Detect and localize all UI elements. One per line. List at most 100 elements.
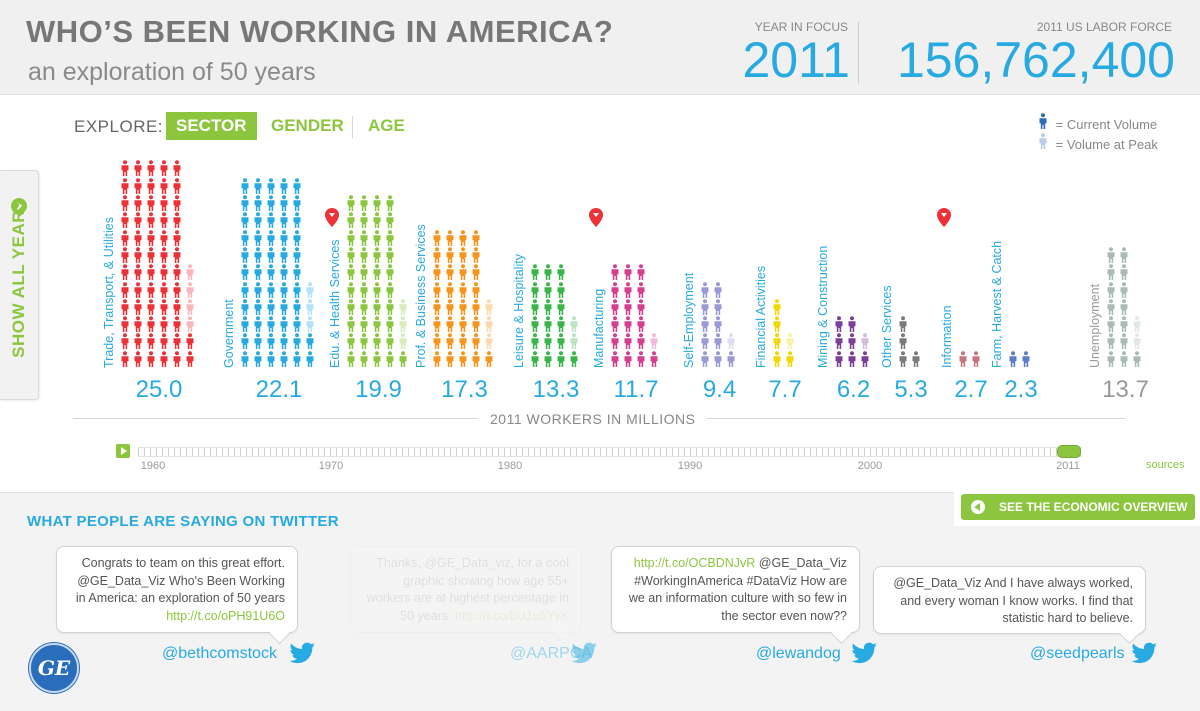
person-icon [279,298,289,315]
person-icon [385,333,395,350]
person-icon [133,281,143,298]
tab-age[interactable]: AGE [368,116,405,135]
tweet-handle[interactable]: @lewandog [756,645,841,662]
person-icon [569,350,579,367]
person-icon [253,247,263,263]
tweet-link[interactable]: http://t.co/oPH91U6O [166,608,285,623]
tab-gender[interactable]: GENDER [271,116,344,135]
person-icon [253,316,263,333]
sources-link[interactable]: sources [1146,459,1185,471]
person-icon [292,298,302,315]
twitter-bird-icon[interactable] [850,642,878,664]
person-icon [484,316,494,333]
person-icon [772,298,782,315]
person-icon [159,316,169,333]
tweet-card: Congrats to team on this great effort. @… [56,546,298,633]
person-icon [543,264,553,281]
person-icon [458,333,468,350]
person-icon [133,298,143,315]
tweet-link[interactable]: http://t.co/OCBDNJvR [633,556,756,570]
person-icon [133,160,143,177]
sector-value: 7.7 [768,376,802,403]
tweet-handle[interactable]: @bethcomstock [162,645,277,662]
person-icon [346,333,356,350]
twitter-bird-icon[interactable] [570,642,598,664]
tweet-handle[interactable]: @AARPCA [510,645,593,662]
person-icon [372,195,382,211]
person-icon [569,316,579,333]
person-icon [346,247,356,263]
twitter-bird-icon[interactable] [288,642,316,664]
person-icon [146,212,156,229]
person-icon [543,298,553,315]
person-icon [385,195,395,211]
person-icon [146,333,156,350]
tweet-card: http://t.co/OCBDNJvR @GE_Data_Viz #Worki… [611,546,860,633]
person-icon [305,281,315,298]
person-icon [159,247,169,263]
person-icon [253,333,263,350]
timeline-play-button[interactable] [116,444,130,458]
tweet-link[interactable]: http://t.co/bU1u5YvK [455,608,569,623]
person-icon [530,350,540,367]
person-icon [172,333,182,350]
person-icon [458,316,468,333]
person-icon [346,298,356,315]
person-icon [279,333,289,350]
sector-label: Trade, Transport, & Utilities [102,217,116,368]
person-icon [279,350,289,367]
peak-marker-icon[interactable] [324,208,340,233]
person-icon [133,333,143,350]
person-icon [253,350,263,367]
person-icon [432,298,442,315]
person-icon [700,350,710,367]
peak-marker-icon[interactable] [936,208,952,233]
twitter-bird-icon[interactable] [1130,642,1158,664]
person-icon [385,316,395,333]
person-icon [292,177,302,194]
person-icon [911,350,921,367]
person-icon [432,333,442,350]
person-icon [172,195,182,211]
person-icon [359,264,369,281]
timeline-handle[interactable] [1057,445,1081,458]
person-icon [860,333,870,350]
timeline-track[interactable] [138,447,1082,457]
person-icon [279,316,289,333]
person-icon [240,212,250,229]
peak-marker-icon[interactable] [588,208,604,233]
tweet-handle[interactable]: @seedpearls [1030,645,1125,662]
ge-logo[interactable]: GE [29,643,79,693]
person-icon [120,212,130,229]
sector-label: Unemployment [1088,283,1102,368]
person-icon [1132,316,1142,333]
tab-sector[interactable]: SECTOR [166,112,257,140]
person-icon [120,316,130,333]
person-icon [372,247,382,263]
person-icon [471,229,481,246]
timeline-year-2000: 2000 [857,460,883,472]
person-icon [636,350,646,367]
person-icon [120,195,130,211]
economic-overview-button[interactable]: SEE THE ECONOMIC OVERVIEW [961,494,1195,520]
person-icon [445,316,455,333]
person-icon [172,229,182,246]
person-icon [445,333,455,350]
person-icon [398,298,408,315]
person-icon [445,298,455,315]
person-icon [240,264,250,281]
sector-value: 13.7 [1102,376,1149,403]
person-icon [530,333,540,350]
person-icon [700,298,710,315]
sector-label: Mining & Construction [816,245,830,368]
person-icon [636,281,646,298]
person-icon [484,350,494,367]
person-icon [1106,316,1116,333]
timeline-year-2011: 2011 [1056,460,1080,472]
person-icon [445,247,455,263]
person-icon [159,177,169,194]
person-icon [372,264,382,281]
sector-label: Prof. & Business Services [414,224,428,368]
person-icon [292,195,302,211]
sector-value: 17.3 [441,376,488,403]
